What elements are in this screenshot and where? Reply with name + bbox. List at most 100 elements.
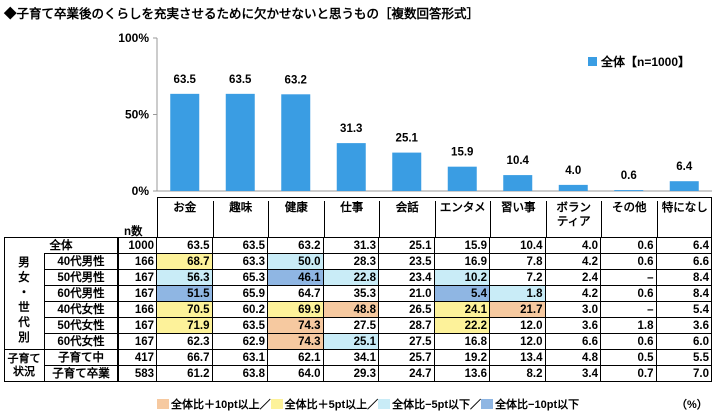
value-cell: 8.4 xyxy=(655,269,712,286)
n-cell: 167 xyxy=(118,333,157,350)
table-row: 167 62.3 62.9 74.3 25.1 27.5 16.8 12.0 6.6 0.6 6.0 xyxy=(118,333,712,350)
n-cell: 166 xyxy=(118,301,157,318)
chart-title: ◆子育て卒業後のくらしを充実させるために欠かせないと思うもの［複数回答形式］ xyxy=(4,7,480,21)
table-row: 1000 63.5 63.5 63.2 31.3 25.1 15.9 10.4 4.0 0.6 6.… xyxy=(118,237,712,254)
bar-お金 xyxy=(170,93,200,191)
value-cell: 6.4 xyxy=(655,237,712,254)
legend-swatch xyxy=(481,399,494,409)
value-cell: 63.5 xyxy=(211,317,268,334)
value-cell: 63.1 xyxy=(211,349,268,366)
bar-value-label: 63.5 xyxy=(174,74,197,86)
value-cell: 7.8 xyxy=(489,253,546,270)
highlight-legend: 全体比＋10pt以上／ 全体比＋5pt以上／ 全体比−5pt以下／ 全体比−10pt以… xyxy=(157,396,579,412)
value-cell: 21.7 xyxy=(489,301,546,318)
group-label-gender: 男 女 ・ 世 代 別 xyxy=(18,257,30,344)
value-cell: 12.0 xyxy=(489,333,546,350)
value-cell: 15.9 xyxy=(433,237,490,254)
n-cell: 167 xyxy=(118,285,157,302)
value-cell: 50.0 xyxy=(267,253,324,270)
bar-value-label: 0.6 xyxy=(621,170,637,182)
value-cell: 0.6 xyxy=(600,237,657,254)
y-tick-label: 50% xyxy=(125,108,149,122)
value-cell: 12.0 xyxy=(489,317,546,334)
column-header: 習い事 xyxy=(490,201,546,237)
bar-趣味 xyxy=(225,93,255,191)
value-cell: 48.8 xyxy=(322,301,379,318)
table-row: 167 56.3 65.3 46.1 22.8 23.4 10.2 7.2 2.4–8.4 xyxy=(118,269,712,286)
header-box xyxy=(157,197,712,237)
value-cell: 13.4 xyxy=(489,349,546,366)
legend-swatch xyxy=(270,399,283,409)
value-cell: 2.4 xyxy=(544,269,601,286)
value-cell: 3.6 xyxy=(544,317,601,334)
value-cell: 63.8 xyxy=(211,365,268,382)
bar-仕事 xyxy=(336,143,366,191)
value-cell: 24.1 xyxy=(433,301,490,318)
value-cell: 65.3 xyxy=(211,269,268,286)
value-cell: 60.2 xyxy=(211,301,268,318)
value-cell: 28.3 xyxy=(322,253,379,270)
value-cell: 56.3 xyxy=(156,269,213,286)
column-header: 趣味 xyxy=(212,201,269,237)
bar-value-label: 63.2 xyxy=(285,74,307,86)
bar-習い事 xyxy=(503,175,533,191)
value-cell: 66.7 xyxy=(156,349,213,366)
row-label: 全体 xyxy=(4,237,118,253)
value-cell: 62.1 xyxy=(267,349,324,366)
value-cell: 25.7 xyxy=(378,349,435,366)
value-cell: 64.0 xyxy=(267,365,324,382)
bar-ボランティア xyxy=(558,184,588,191)
legend-item: 全体比＋10pt以上／ xyxy=(157,396,271,412)
table-row: 167 71.9 63.5 74.3 27.5 28.7 22.2 12.0 3.6 1.8 3.6 xyxy=(118,317,712,334)
column-header: 会話 xyxy=(379,201,435,237)
legend-item: 全体比−5pt以下／ xyxy=(378,396,481,412)
value-cell: 0.6 xyxy=(600,333,657,350)
group-divider xyxy=(4,349,118,350)
table-row: 167 51.5 65.9 64.7 35.3 21.0 5.4 1.8 4.2 0.6 8.4 xyxy=(118,285,712,302)
value-cell: 6.0 xyxy=(655,333,712,350)
value-cell: 0.6 xyxy=(600,253,657,270)
row-label: 50代男性 xyxy=(44,269,118,285)
n-header: n数 xyxy=(124,226,143,238)
column-header: 仕事 xyxy=(323,201,380,237)
value-cell: 46.1 xyxy=(267,269,324,286)
bar-value-label: 63.5 xyxy=(229,74,252,86)
value-cell: 63.5 xyxy=(156,237,213,254)
value-cell: 23.4 xyxy=(378,269,435,286)
value-cell: 63.5 xyxy=(211,237,268,254)
y-tick-label: 0% xyxy=(132,184,150,198)
value-cell: 31.3 xyxy=(322,237,379,254)
value-cell: 5.5 xyxy=(655,349,712,366)
group-label-child: 子育て 状況 xyxy=(7,352,41,378)
n-cell: 1000 xyxy=(118,237,157,254)
value-cell: 69.9 xyxy=(267,301,324,318)
legend-text: 全体比−5pt以下／ xyxy=(392,399,482,411)
value-cell: 6.6 xyxy=(544,333,601,350)
value-cell: 23.5 xyxy=(378,253,435,270)
value-cell: 10.2 xyxy=(433,269,490,286)
bar-chart: 0% 50% 100% 63.5 63.5 63.2 31.3 25.1 15.9 10.4 4.0… xyxy=(118,31,712,198)
n-cell: 417 xyxy=(118,349,157,366)
value-cell: 25.1 xyxy=(378,237,435,254)
legend-swatch xyxy=(588,57,597,66)
legend-label: 全体【n=1000】 xyxy=(601,55,691,69)
table-row: 583 61.2 63.8 64.0 29.3 24.7 13.6 8.2 3.4 0.7 7.0 xyxy=(118,365,712,382)
column-header: 特になし xyxy=(656,201,713,237)
column-header: 健康 xyxy=(268,201,324,237)
value-cell: 65.9 xyxy=(211,285,268,302)
value-cell: 19.2 xyxy=(433,349,490,366)
legend-item: 全体比＋5pt以上／ xyxy=(270,396,378,412)
table-row: 166 68.7 63.3 50.0 28.3 23.5 16.9 7.8 4.2 0.6 6.6 xyxy=(118,253,712,270)
row-label: 60代男性 xyxy=(44,285,118,301)
bar-健康 xyxy=(281,94,311,191)
value-cell: 71.9 xyxy=(156,317,213,334)
value-cell: 34.1 xyxy=(322,349,379,366)
value-cell: 28.7 xyxy=(378,317,435,334)
value-cell: 4.2 xyxy=(544,285,601,302)
value-cell: 64.7 xyxy=(267,285,324,302)
unit-note: （%） xyxy=(676,399,708,411)
bar-会話 xyxy=(392,152,422,191)
row-label: 50代女性 xyxy=(44,317,118,333)
chart-legend: 全体【n=1000】 xyxy=(588,53,690,70)
value-cell: 35.3 xyxy=(322,285,379,302)
